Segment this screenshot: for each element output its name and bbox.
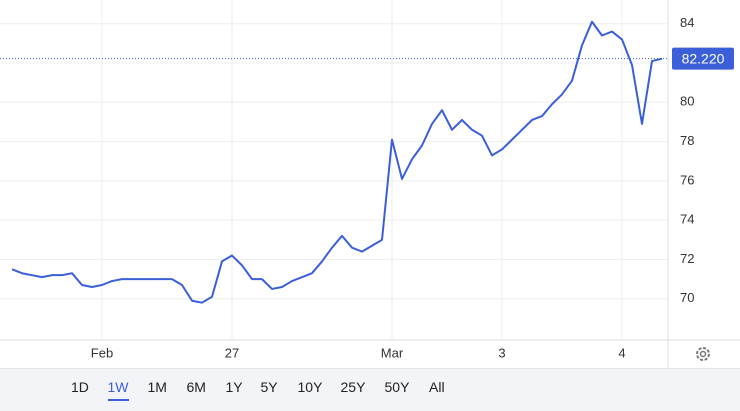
x-tick-label: 27 (225, 345, 239, 360)
y-tick-label: 70 (680, 290, 694, 305)
x-tick-label: Feb (91, 345, 113, 360)
range-button[interactable]: All (429, 379, 445, 395)
y-tick-label: 78 (680, 133, 694, 148)
y-tick-label: 74 (680, 212, 694, 227)
range-button[interactable]: 1D (71, 379, 89, 395)
y-tick-label: 76 (680, 172, 694, 187)
y-tick-label: 84 (680, 15, 694, 30)
price-line (11, 20, 663, 304)
range-button[interactable]: 25Y (340, 379, 366, 395)
range-button[interactable]: 10Y (297, 379, 323, 395)
range-button[interactable]: 1W (107, 379, 129, 401)
x-tick-label: 3 (498, 345, 505, 360)
range-button[interactable]: 1M (147, 379, 167, 395)
x-tick-label: Mar (381, 345, 404, 360)
price-tag-label: 82.220 (682, 50, 725, 66)
range-button[interactable]: 5Y (260, 379, 278, 395)
x-tick-label: 4 (618, 345, 625, 360)
range-button[interactable]: 50Y (384, 379, 410, 395)
range-bar: 1D 1W 1M 6M 1Y 5Y 10Y 25Y 50Y All (0, 368, 740, 411)
y-tick-label: 72 (680, 251, 694, 266)
range-button[interactable]: 1Y (225, 379, 243, 395)
chart: 7072747678808284Feb27Mar3482.220 (0, 0, 740, 368)
gear-inner (699, 350, 707, 358)
price-tag (672, 47, 734, 70)
range-button[interactable]: 6M (186, 379, 206, 395)
y-tick-label: 80 (680, 94, 694, 109)
gear-outer (696, 347, 710, 361)
settings-icon[interactable] (696, 347, 710, 361)
